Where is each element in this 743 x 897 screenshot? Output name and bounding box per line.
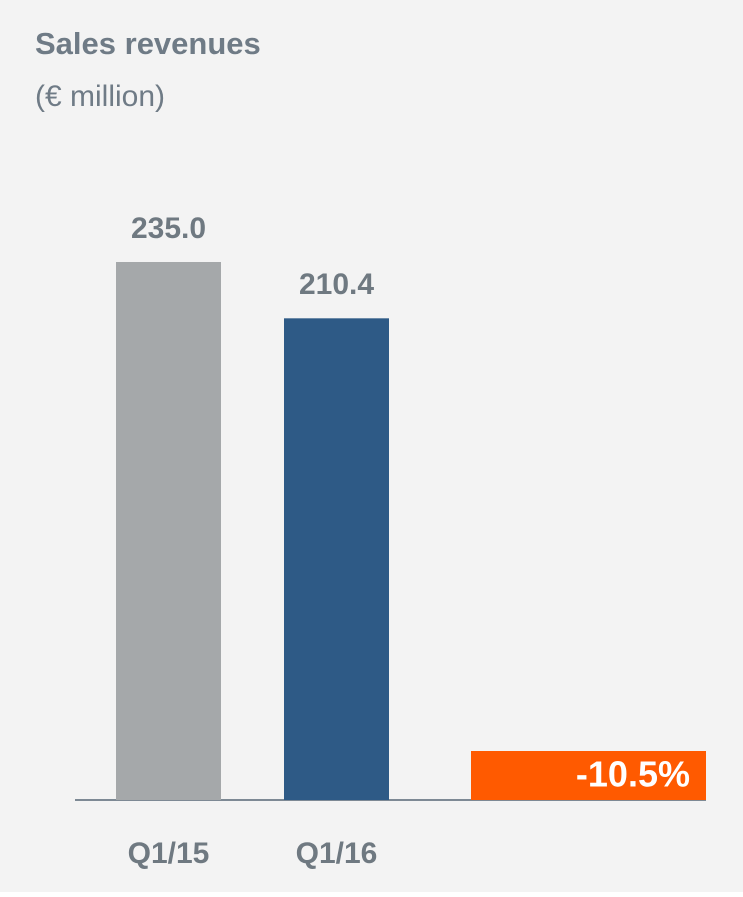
value-label: 235.0	[131, 212, 206, 245]
chart-subtitle: (€ million)	[35, 80, 165, 113]
annotation-box	[471, 751, 706, 800]
chart-title: Sales revenues	[35, 26, 261, 61]
x-tick-label: Q1/16	[296, 837, 378, 870]
bar	[284, 318, 389, 800]
x-tick-label: Q1/15	[128, 837, 210, 870]
annotation: -10.5%	[576, 754, 690, 795]
bar	[116, 262, 221, 800]
value-label: 210.4	[299, 268, 374, 301]
